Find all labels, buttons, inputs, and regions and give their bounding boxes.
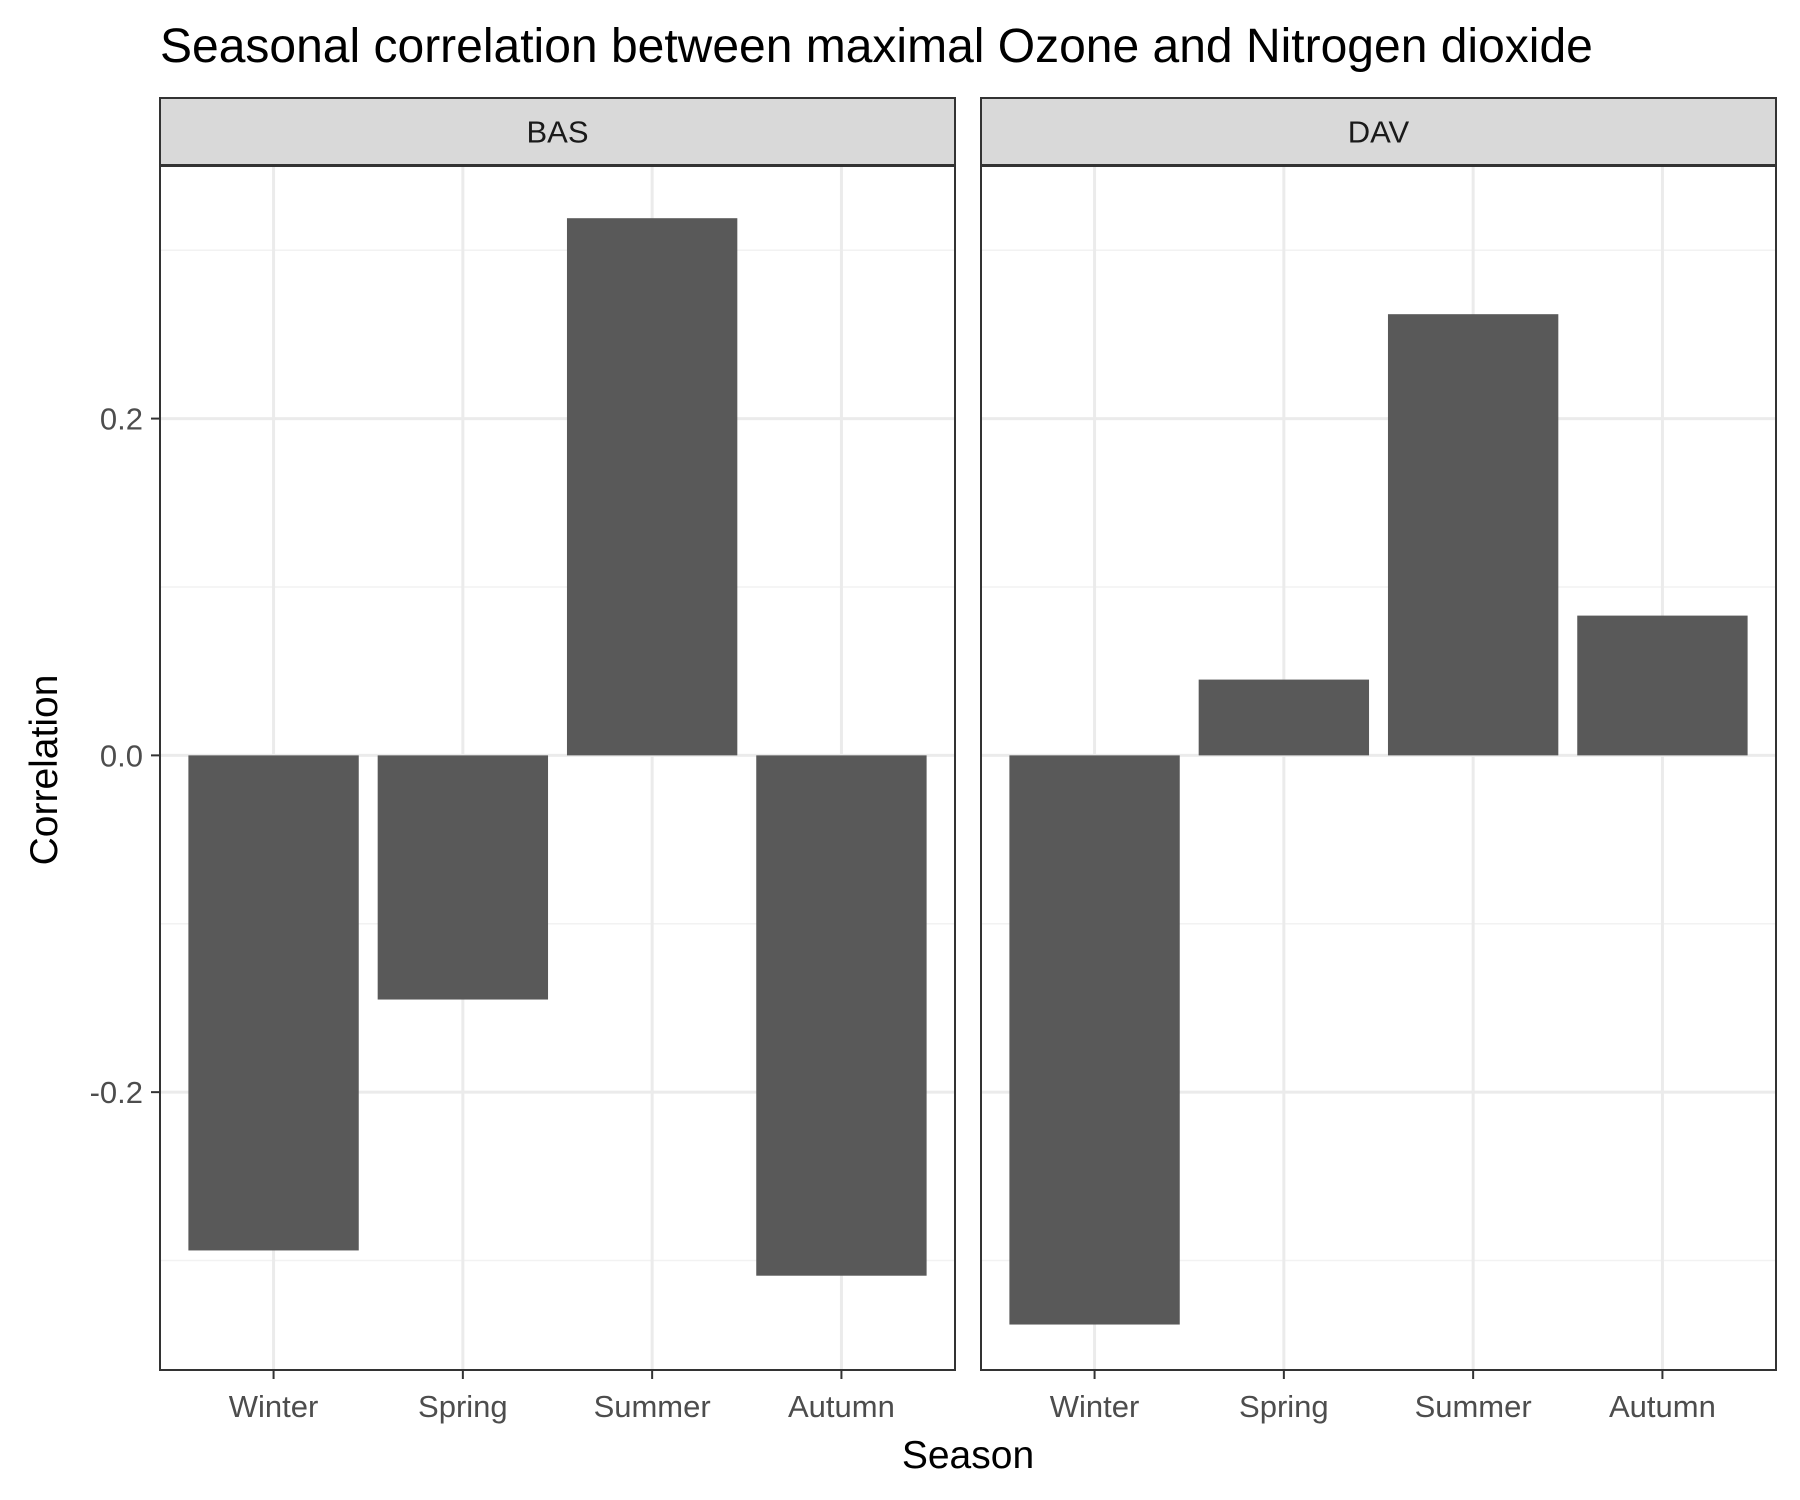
facet-strip — [159, 97, 956, 166]
bar-dav-spring — [1198, 679, 1370, 756]
bar-dav-summer — [1387, 314, 1559, 756]
bar-bas-autumn — [756, 755, 927, 1276]
facet-panel-bas: BAS Winter Spring Summer Autumn — [159, 97, 956, 1424]
y-axis-title: Correlation — [23, 675, 66, 866]
facet-strip-label: BAS — [526, 115, 588, 150]
y-tick-label: 0.0 — [100, 738, 143, 773]
x-tick-label: Spring — [418, 1389, 508, 1424]
x-tick-label: Winter — [229, 1389, 319, 1424]
y-tick-label: -0.2 — [90, 1075, 143, 1110]
bar-bas-spring — [377, 755, 549, 1000]
facet-panel-dav: DAV Winter Spring Summer Autumn — [980, 97, 1777, 1424]
x-tick-label: Summer — [1415, 1389, 1532, 1424]
y-tick-label: 0.2 — [100, 402, 143, 437]
bar-dav-autumn — [1577, 615, 1748, 756]
x-axis-title: Season — [902, 1434, 1034, 1477]
bar-bas-winter — [188, 755, 359, 1251]
x-tick-label: Summer — [594, 1389, 711, 1424]
x-tick-label: Autumn — [788, 1389, 895, 1424]
facet-strip-label: DAV — [1348, 115, 1410, 150]
bar-bas-summer — [566, 218, 738, 756]
facet-panels: BAS Winter Spring Summer Autumn DAV Winter Spri… — [159, 97, 1777, 1424]
chart-title: Seasonal correlation between maximal Ozo… — [160, 20, 1593, 73]
facet-strip — [980, 97, 1777, 166]
x-tick-label: Spring — [1239, 1389, 1329, 1424]
x-tick-label: Autumn — [1609, 1389, 1716, 1424]
bar-dav-winter — [1009, 755, 1180, 1325]
x-tick-label: Winter — [1050, 1389, 1140, 1424]
y-axis: -0.2 0.0 0.2 — [90, 402, 160, 1110]
